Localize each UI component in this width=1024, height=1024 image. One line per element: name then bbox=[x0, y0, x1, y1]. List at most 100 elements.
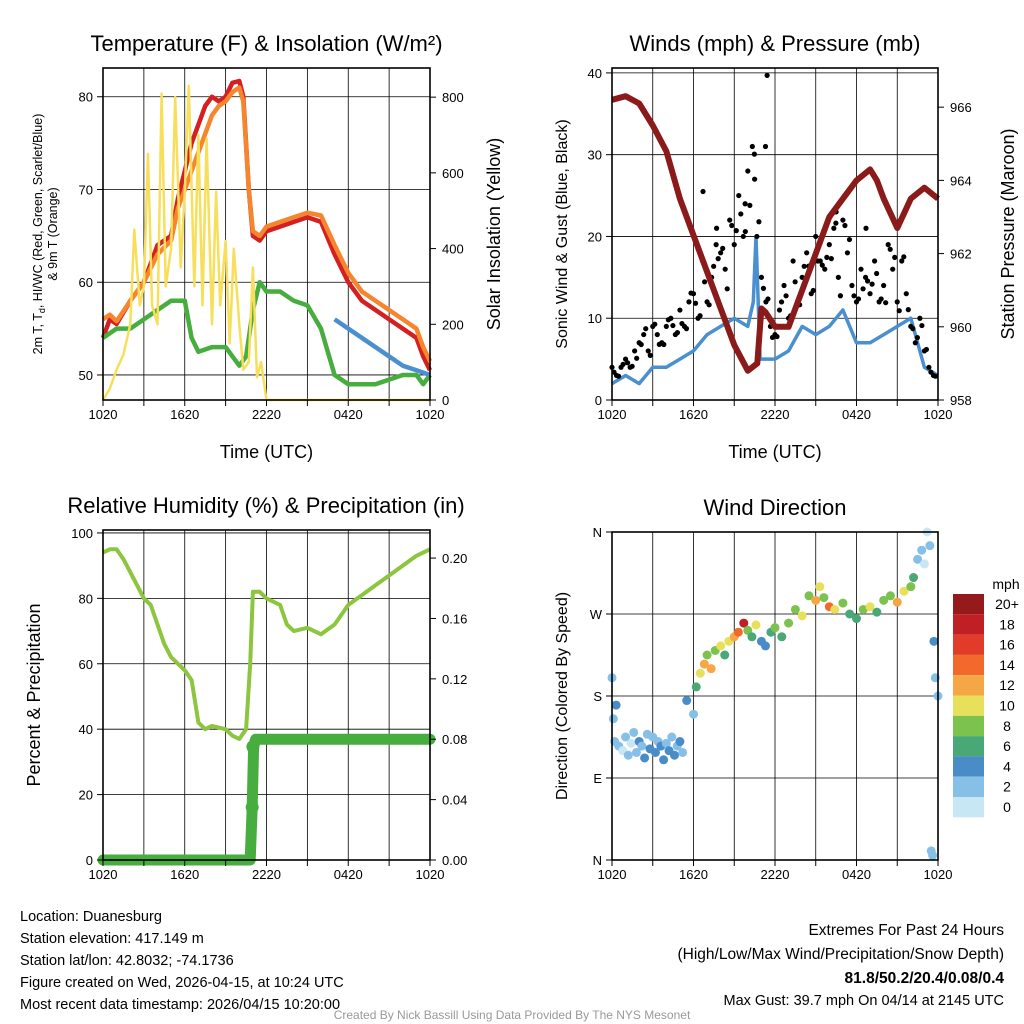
colorbar-label: 10 bbox=[999, 698, 1015, 714]
colorbar-swatch bbox=[953, 797, 984, 818]
precip-point bbox=[245, 800, 259, 814]
gust-point bbox=[765, 296, 771, 302]
gust-point bbox=[826, 242, 832, 248]
winds-panel: 1020 1620 2220 0420 102001020304095896096296… bbox=[554, 31, 1018, 462]
y2-axis-label: Station Pressure (Maroon) bbox=[998, 128, 1018, 339]
gust-point bbox=[740, 233, 746, 240]
gust-point bbox=[851, 293, 857, 299]
gust-point bbox=[749, 143, 755, 150]
gust-point bbox=[892, 254, 898, 260]
direction-point bbox=[852, 614, 861, 624]
colorbar-title: mph bbox=[992, 576, 1019, 592]
direction-point bbox=[858, 604, 868, 614]
y2-tick-label: 960 bbox=[950, 320, 972, 335]
gust-point bbox=[724, 286, 730, 292]
direction-point bbox=[830, 604, 840, 614]
x-tick-label: 1620 bbox=[679, 867, 708, 882]
y2-tick-label: 800 bbox=[442, 90, 464, 105]
gust-point bbox=[645, 348, 651, 354]
rh-line bbox=[102, 547, 431, 741]
gust-point bbox=[643, 326, 649, 332]
gust-point bbox=[855, 296, 862, 302]
colorbar-swatch bbox=[953, 715, 984, 737]
direction-point bbox=[845, 609, 855, 619]
gust-point bbox=[846, 236, 853, 243]
series-solar-line bbox=[101, 84, 430, 402]
y-axis-label: Direction (Colored By Speed) bbox=[554, 592, 571, 800]
gust-point bbox=[731, 242, 737, 248]
gust-point bbox=[860, 286, 866, 292]
x-tick-label: 2220 bbox=[761, 407, 790, 422]
colorbar-swatch bbox=[953, 634, 984, 655]
y-tick-label: 80 bbox=[79, 90, 93, 105]
direction-point bbox=[733, 627, 743, 637]
gust-point bbox=[718, 250, 724, 256]
gust-point bbox=[840, 217, 846, 223]
x-tick-label: 1020 bbox=[598, 867, 627, 882]
direction-point bbox=[797, 611, 807, 621]
station-info: Location: Duanesburg Station elevation: … bbox=[20, 909, 344, 1013]
x-tick-label: 2220 bbox=[761, 867, 790, 882]
gust-point bbox=[926, 364, 932, 370]
colorbar-label: 6 bbox=[1003, 738, 1011, 754]
gust-point bbox=[711, 263, 717, 269]
gust-point bbox=[817, 258, 823, 264]
colorbar-label: 12 bbox=[999, 677, 1015, 693]
y2-tick-label: 0.04 bbox=[442, 793, 467, 808]
y-axis-label-line2: & 9m T (Orange) bbox=[46, 187, 60, 280]
gust-point bbox=[774, 333, 780, 340]
y-axis-label-part: 2m T, T bbox=[31, 313, 45, 355]
gust-point bbox=[828, 256, 834, 262]
direction-point bbox=[872, 607, 882, 617]
gust-point bbox=[790, 258, 796, 264]
direction-point bbox=[637, 741, 647, 751]
gust-point bbox=[652, 321, 658, 327]
direction-point bbox=[631, 747, 641, 757]
direction-point bbox=[716, 641, 726, 651]
gust-point bbox=[758, 274, 765, 280]
credit-text: Created By Nick Bassill Using Data Provi… bbox=[334, 1008, 691, 1022]
gust-point bbox=[881, 282, 887, 289]
direction-point bbox=[913, 554, 923, 564]
humidity-panel: 1020 1620 2220 0420 10200204060801000.000.04… bbox=[24, 493, 467, 882]
direction-point bbox=[720, 650, 730, 660]
gust-point bbox=[776, 307, 783, 313]
gust-point bbox=[654, 331, 660, 338]
gust-point bbox=[844, 250, 851, 256]
y2-tick-label: 0.00 bbox=[442, 853, 467, 868]
y2-tick-label: 962 bbox=[950, 247, 972, 262]
colorbar-swatch bbox=[953, 756, 984, 777]
direction-point bbox=[906, 582, 916, 592]
colorbar-swatch bbox=[953, 614, 984, 635]
gust-point bbox=[824, 254, 830, 260]
gust-point bbox=[874, 270, 880, 277]
y-tick-label: 40 bbox=[79, 722, 93, 737]
x-tick-label: 1020 bbox=[89, 407, 118, 422]
gust-point bbox=[864, 278, 871, 284]
gust-point bbox=[778, 299, 785, 305]
extremes-title: Extremes For Past 24 Hours bbox=[808, 922, 1004, 939]
y-tick-label: W bbox=[590, 607, 603, 622]
y-axis-label-subscript: d bbox=[37, 308, 47, 313]
x-tick-label: 1020 bbox=[416, 867, 445, 882]
gust-point bbox=[849, 282, 855, 289]
direction-point bbox=[678, 747, 688, 757]
direction-point bbox=[777, 632, 787, 642]
gust-point bbox=[917, 315, 923, 321]
y-tick-label: 0 bbox=[595, 393, 602, 408]
direction-point bbox=[689, 709, 698, 719]
direction-point bbox=[811, 595, 821, 605]
gust-point bbox=[912, 340, 918, 346]
gust-point bbox=[819, 262, 825, 268]
gust-point bbox=[883, 300, 889, 306]
direction-point bbox=[699, 659, 709, 669]
y-tick-label: N bbox=[593, 525, 602, 540]
gust-point bbox=[738, 211, 744, 217]
gust-point bbox=[923, 346, 930, 353]
gust-point bbox=[754, 233, 760, 240]
colorbar-label: 0 bbox=[1003, 799, 1011, 815]
gust-point bbox=[910, 326, 916, 332]
y-tick-label: 80 bbox=[79, 591, 93, 606]
extremes-values: 81.8/50.2/20.4/0.08/0.4 bbox=[845, 970, 1005, 987]
